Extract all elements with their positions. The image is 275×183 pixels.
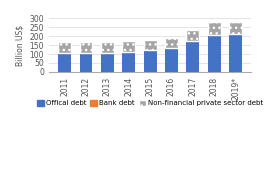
Bar — [165, 38, 178, 48]
Bar — [101, 42, 114, 53]
Legend: Offical debt, Bank debt, Non-financial private sector debt: Offical debt, Bank debt, Non-financial p… — [35, 98, 265, 109]
Bar — [144, 51, 156, 72]
Bar — [186, 42, 199, 72]
Bar — [165, 48, 178, 49]
Y-axis label: Billion US$: Billion US$ — [15, 25, 24, 66]
Bar — [122, 53, 135, 72]
Bar — [58, 42, 71, 53]
Bar — [122, 41, 135, 52]
Bar — [229, 22, 242, 34]
Bar — [229, 34, 242, 35]
Bar — [144, 40, 156, 51]
Bar — [79, 53, 92, 72]
Bar — [208, 35, 221, 36]
Bar — [186, 30, 199, 41]
Bar — [165, 49, 178, 72]
Bar — [58, 53, 71, 72]
Bar — [186, 41, 199, 42]
Bar — [79, 42, 92, 53]
Bar — [101, 53, 114, 72]
Bar — [229, 35, 242, 72]
Bar — [208, 22, 221, 35]
Bar — [208, 36, 221, 72]
Bar — [122, 52, 135, 53]
